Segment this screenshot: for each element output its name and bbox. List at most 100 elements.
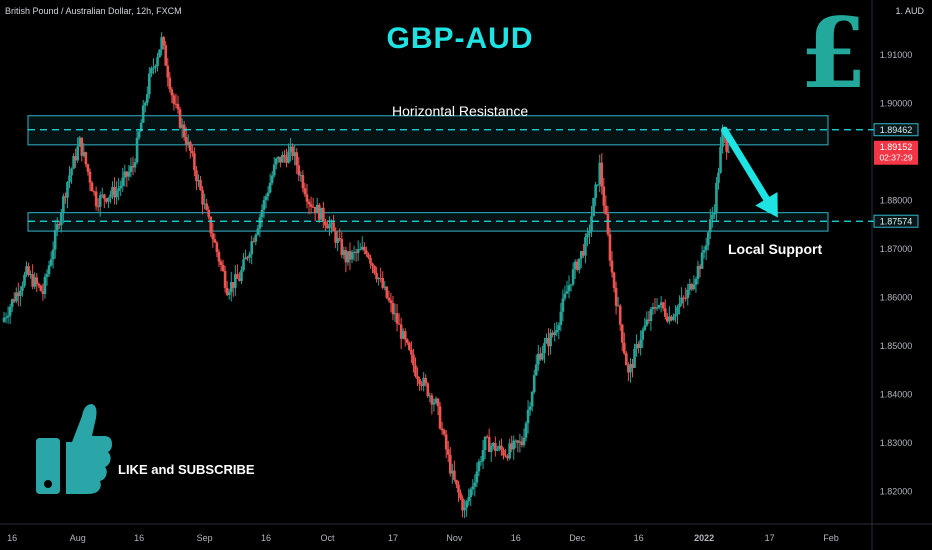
candle-body <box>92 191 96 193</box>
bar-countdown: 02:37:29 <box>879 153 912 163</box>
candle-body <box>559 311 563 326</box>
candle-body <box>244 257 247 260</box>
candle-body <box>414 365 417 377</box>
candle-body <box>399 324 403 339</box>
candle-body <box>231 282 235 288</box>
y-tick-label: 1.91000 <box>880 50 913 60</box>
candle-body <box>123 171 127 178</box>
candle-body <box>160 37 163 50</box>
candle-body <box>326 225 329 229</box>
candle-body <box>64 196 67 198</box>
candle-body <box>12 299 16 302</box>
candle-body <box>442 430 446 435</box>
candle-body <box>498 445 501 449</box>
candle-body <box>27 266 30 276</box>
candle-body <box>121 177 125 187</box>
candle-body <box>698 266 702 269</box>
candle-body <box>184 137 188 145</box>
candle-body <box>270 175 274 183</box>
candle-body <box>569 284 573 286</box>
candle-body <box>405 339 409 343</box>
candle-body <box>614 287 618 306</box>
currency-unit[interactable]: 1. AUD <box>895 6 924 16</box>
resistance-annotation: Horizontal Resistance <box>392 103 529 119</box>
candle-body <box>422 377 425 386</box>
candle-body <box>713 212 716 215</box>
projection-arrow-shaft <box>721 126 770 203</box>
candle-body <box>279 156 282 163</box>
candle-body <box>412 354 415 366</box>
candle-body <box>651 307 655 310</box>
candle-body <box>264 196 268 201</box>
candle-body <box>598 162 602 185</box>
candle-body <box>678 303 681 307</box>
candle-body <box>223 270 227 288</box>
candle-body <box>203 203 206 205</box>
candle-body <box>397 323 401 325</box>
thumbs-up-icon <box>36 404 112 494</box>
candle-body <box>408 342 411 350</box>
candle-body <box>489 446 493 452</box>
candle-body <box>475 471 479 483</box>
candle-body <box>176 104 180 110</box>
candle-body <box>55 224 59 231</box>
candle-body <box>717 172 720 183</box>
candle-body <box>479 461 483 463</box>
candle-body <box>543 343 546 354</box>
candle-body <box>295 152 299 166</box>
candle-body <box>209 216 213 234</box>
candle-body <box>684 297 688 299</box>
candle-body <box>690 283 694 290</box>
candle-body <box>162 37 165 46</box>
y-tick-label: 1.87000 <box>880 244 913 254</box>
candle-body <box>420 384 423 386</box>
candle-body <box>131 166 135 168</box>
candle-body <box>590 216 593 231</box>
candle-body <box>618 305 622 325</box>
candle-body <box>72 156 75 169</box>
candle-body <box>481 450 485 462</box>
candle-body <box>80 137 84 156</box>
candle-body <box>154 66 157 68</box>
candle-body <box>45 274 49 277</box>
candle-body <box>446 449 450 455</box>
candle-body <box>10 299 14 307</box>
candle-body <box>225 287 229 296</box>
candle-body <box>530 392 534 407</box>
x-tick-label: 16 <box>511 533 521 543</box>
candle-body <box>436 398 440 407</box>
x-tick-label: 17 <box>388 533 398 543</box>
candle-body <box>600 162 604 187</box>
candle-body <box>426 383 430 397</box>
resistance-price-tag: 1.89462 <box>880 125 913 135</box>
candle-body <box>260 209 264 218</box>
candle-body <box>100 194 104 196</box>
candle-body <box>125 171 129 177</box>
candle-body <box>633 348 636 368</box>
candle-body <box>88 171 92 183</box>
candle-body <box>485 436 489 438</box>
candle-body <box>139 122 143 132</box>
candle-body <box>53 230 57 250</box>
candle-body <box>76 146 79 161</box>
candle-body <box>381 278 385 288</box>
candle-body <box>625 353 628 366</box>
candle-body <box>301 175 305 189</box>
candle-body <box>246 257 249 259</box>
candle-body <box>211 233 215 240</box>
candle-body <box>127 171 131 177</box>
candle-body <box>715 182 718 213</box>
candle-body <box>281 154 284 163</box>
candle-body <box>727 151 730 153</box>
resistance-price-tag-bg <box>873 123 919 137</box>
candle-body <box>217 252 221 262</box>
candle-body <box>350 252 354 260</box>
candle-body <box>37 283 41 286</box>
candle-body <box>365 250 368 255</box>
candle-body <box>670 316 673 321</box>
candle-body <box>356 249 360 253</box>
candle-body <box>567 285 571 292</box>
candle-body <box>643 325 647 331</box>
candle-body <box>229 282 233 293</box>
